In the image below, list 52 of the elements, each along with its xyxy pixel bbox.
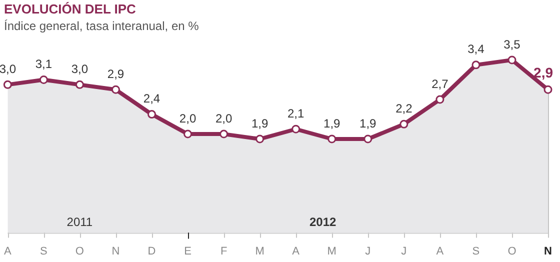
- data-label: 3,0: [71, 62, 88, 76]
- x-tick-label: S: [472, 245, 480, 258]
- point: [544, 85, 552, 94]
- point: [220, 130, 228, 138]
- data-label: 2,7: [432, 76, 449, 91]
- data-label: 2,9: [534, 64, 554, 80]
- annotation: 2012: [310, 215, 337, 230]
- point: [256, 134, 264, 144]
- point: [364, 134, 372, 144]
- data-label: 3,0: [0, 62, 16, 76]
- x-tick-label: N: [112, 245, 120, 258]
- x-tick-label: M: [255, 245, 264, 258]
- chart-subtitle: Índice general, tasa interanual, en %: [4, 19, 200, 34]
- point: [400, 120, 408, 128]
- x-tick-label: O: [508, 245, 517, 258]
- point: [472, 60, 480, 70]
- data-label: 1,9: [251, 116, 268, 130]
- point: [436, 95, 444, 104]
- x-tick-label: A: [4, 245, 12, 258]
- x-tick-label: O: [75, 245, 84, 258]
- point: [508, 56, 516, 64]
- data-label: 2,9: [107, 66, 124, 81]
- data-label: 2,2: [396, 101, 413, 116]
- point: [75, 80, 84, 89]
- x-tick-label: D: [148, 245, 156, 258]
- x-tick-label: S: [40, 245, 48, 258]
- x-tick-label: J: [365, 245, 371, 258]
- x-tick-label: M: [327, 245, 336, 258]
- data-label: 2,0: [215, 111, 232, 126]
- x-tick-label: A: [436, 245, 444, 258]
- x-tick-label: E: [184, 245, 192, 258]
- point: [328, 134, 336, 144]
- x-tick-label: N: [544, 245, 552, 258]
- x-tick-label: A: [292, 245, 300, 258]
- data-label: 1,9: [324, 116, 341, 130]
- data-label: 3,4: [468, 42, 485, 56]
- data-label: 3,1: [35, 57, 52, 72]
- point: [3, 80, 12, 89]
- point: [184, 130, 192, 138]
- data-label: 2,4: [143, 92, 160, 106]
- x-tick-label: F: [220, 245, 228, 258]
- data-label: 2,1: [288, 106, 305, 120]
- chart-title: EVOLUCIÓN DEL IPC: [4, 1, 137, 16]
- annotation: 2011: [66, 215, 93, 230]
- point: [292, 124, 300, 134]
- x-tick-label: J: [401, 245, 407, 258]
- point: [39, 76, 48, 84]
- data-label: 3,5: [504, 37, 521, 52]
- point: [111, 85, 120, 94]
- data-label: 1,9: [360, 116, 377, 130]
- point: [148, 110, 156, 119]
- data-label: 2,0: [179, 111, 196, 126]
